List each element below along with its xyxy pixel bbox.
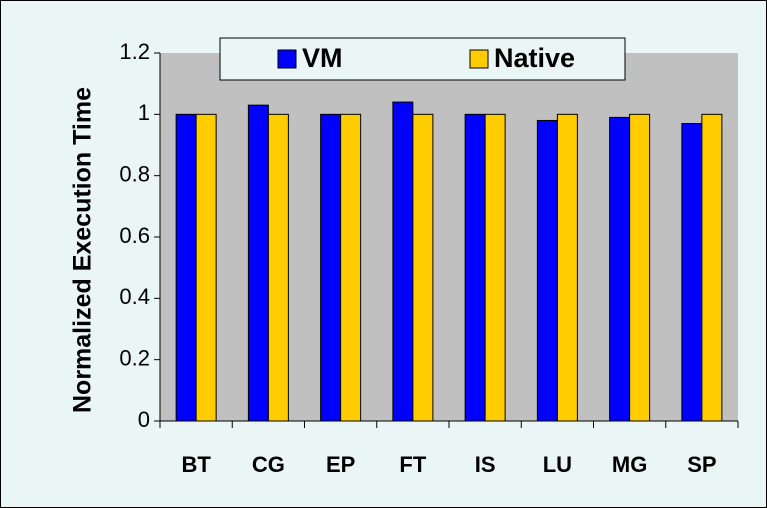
y-tick-label: 0.4 <box>119 284 150 309</box>
legend-label: Native <box>494 43 575 73</box>
y-tick-label: 1 <box>138 100 150 125</box>
plot-area <box>160 53 738 421</box>
y-axis-label: Normalized Execution Time <box>69 87 97 413</box>
bar <box>629 113 651 422</box>
bar <box>195 113 217 422</box>
legend-swatch <box>469 49 489 69</box>
x-tick-label: EP <box>326 452 355 477</box>
y-tick-label: 1.2 <box>119 39 150 64</box>
x-tick-label: CG <box>252 452 285 477</box>
bar <box>464 113 486 422</box>
x-tick-label: BT <box>181 452 211 477</box>
y-tick-label: 0.8 <box>119 161 150 186</box>
y-tick-label: 0.6 <box>119 223 150 248</box>
y-tick-label: 0 <box>138 407 150 432</box>
x-tick-label: FT <box>399 452 426 477</box>
legend-swatch <box>277 49 297 69</box>
bar <box>609 116 631 422</box>
y-tick-label: 0.2 <box>119 345 150 370</box>
bar <box>701 113 723 422</box>
x-tick-label: MG <box>612 452 647 477</box>
bar <box>484 113 506 422</box>
bar <box>247 104 269 422</box>
bar <box>412 113 434 422</box>
bar <box>175 113 197 422</box>
bar <box>556 113 578 422</box>
x-tick-label: LU <box>543 452 572 477</box>
bar <box>320 113 342 422</box>
bar <box>392 101 414 422</box>
bar <box>536 119 558 422</box>
bar <box>681 123 703 422</box>
bar <box>340 113 362 422</box>
x-tick-label: SP <box>687 452 716 477</box>
bar <box>267 113 289 422</box>
legend-label: VM <box>302 43 343 73</box>
x-tick-label: IS <box>475 452 496 477</box>
